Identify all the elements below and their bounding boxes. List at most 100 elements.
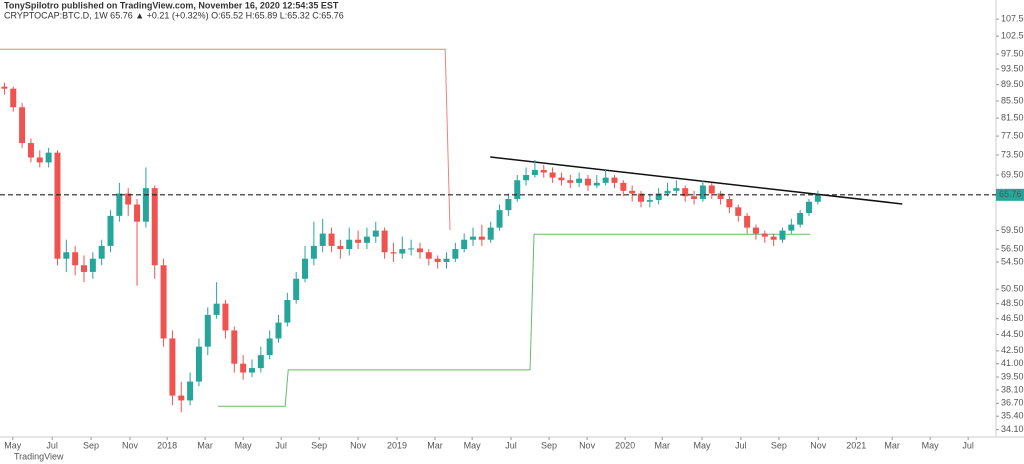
- candle-body: [505, 198, 512, 211]
- candle-body: [134, 204, 141, 222]
- candle-body: [584, 178, 591, 186]
- candle-body: [151, 188, 158, 266]
- candle-body: [266, 338, 273, 356]
- level-line: [0, 48, 451, 230]
- x-tick-label: Nov: [350, 440, 367, 450]
- candle-body: [231, 330, 238, 364]
- candle-body: [187, 381, 194, 401]
- candle-body: [514, 180, 521, 199]
- price-label-box: [996, 188, 1024, 201]
- candle-body: [284, 299, 291, 323]
- y-tick-label: 46.50: [1001, 313, 1024, 323]
- y-tick-label: 59.50: [1001, 225, 1024, 235]
- x-tick-label: Sep: [771, 440, 787, 450]
- x-tick-label: Sep: [83, 440, 99, 450]
- candle-body: [54, 152, 61, 259]
- candle-body: [770, 236, 777, 240]
- y-tick-label: 97.50: [1001, 48, 1024, 58]
- y-tick-label: 81.50: [1001, 112, 1024, 122]
- y-tick-label: 73.50: [1001, 149, 1024, 159]
- x-tick-label: May: [235, 440, 253, 450]
- watermark: TradingView: [14, 451, 64, 461]
- y-tick-label: 69.50: [1001, 169, 1024, 179]
- candle-body: [576, 178, 583, 183]
- candle-body: [752, 227, 759, 234]
- level-line: [217, 233, 811, 407]
- candle-body: [682, 188, 689, 197]
- candle-body: [63, 252, 70, 259]
- candle-body: [204, 314, 211, 347]
- y-tick-label: 56.50: [1001, 243, 1024, 253]
- x-tick-label: May: [922, 440, 940, 450]
- candle-body: [36, 157, 43, 163]
- candle-body: [443, 258, 450, 262]
- x-tick-label: Nov: [810, 440, 827, 450]
- candle-body: [496, 210, 503, 228]
- candle-body: [98, 245, 105, 259]
- candle-body: [638, 193, 645, 202]
- x-tick-label: 2019: [387, 440, 407, 450]
- candle-body: [655, 193, 662, 201]
- x-tick-label: Jul: [46, 440, 58, 450]
- candle-body: [425, 252, 432, 259]
- y-tick-label: 89.50: [1001, 79, 1024, 89]
- candle-body: [248, 368, 255, 373]
- x-tick-label: Mar: [654, 440, 670, 450]
- candle-body: [319, 233, 326, 246]
- x-tick-label: Jul: [505, 440, 517, 450]
- candle-body: [355, 239, 362, 243]
- x-tick-label: 2021: [846, 440, 866, 450]
- candle-body: [408, 248, 415, 250]
- candle-body: [213, 303, 220, 315]
- candle-body: [19, 107, 26, 144]
- candle-body: [452, 249, 459, 259]
- candle-body: [160, 265, 167, 339]
- candle-body: [726, 198, 733, 208]
- x-tick-label: 2018: [157, 440, 177, 450]
- candle-body: [779, 230, 786, 240]
- y-tick-label: 34.10: [1001, 424, 1024, 434]
- x-tick-label: Jul: [735, 440, 747, 450]
- candle-body: [461, 239, 468, 250]
- y-tick-label: 41.00: [1001, 358, 1024, 368]
- candle-body: [673, 188, 680, 191]
- y-tick-label: 50.50: [1001, 284, 1024, 294]
- y-tick-label: 36.70: [1001, 398, 1024, 408]
- candle-body: [717, 193, 724, 199]
- candle-body: [593, 182, 600, 186]
- candle-body: [328, 233, 335, 246]
- y-tick-label: 44.50: [1001, 329, 1024, 339]
- y-tick-label: 107.50: [1001, 14, 1024, 24]
- candle-body: [788, 224, 795, 231]
- candle-body: [302, 258, 309, 279]
- x-tick-label: Sep: [311, 440, 327, 450]
- x-tick-label: May: [694, 440, 712, 450]
- y-tick-label: 39.50: [1001, 371, 1024, 381]
- candle-body: [1, 86, 8, 89]
- x-tick-label: 2020: [615, 440, 635, 450]
- price-label: 65.76: [999, 189, 1022, 199]
- candle-body: [116, 193, 123, 216]
- candle-body: [744, 215, 751, 228]
- x-tick-label: Mar: [197, 440, 213, 450]
- candle-body: [629, 190, 636, 194]
- y-tick-label: 77.50: [1001, 130, 1024, 140]
- candle-body: [761, 233, 768, 237]
- candle-body: [487, 227, 494, 240]
- candle-body: [549, 172, 556, 178]
- candle-body: [80, 265, 87, 272]
- candle-body: [416, 248, 423, 253]
- candle-body: [691, 196, 698, 199]
- candle-body: [567, 180, 574, 183]
- candle-body: [602, 177, 609, 183]
- candle-body: [178, 395, 185, 401]
- y-tick-label: 54.50: [1001, 256, 1024, 266]
- candle-body: [337, 245, 344, 250]
- candle-body: [195, 346, 202, 382]
- chart-subtitle: CRYPTOCAP:BTC.D, 1W 65.76 ▲ +0.21 (+0.32…: [4, 10, 344, 20]
- candle-body: [45, 152, 52, 163]
- x-tick-label: May: [464, 440, 482, 450]
- candle-body: [478, 236, 485, 240]
